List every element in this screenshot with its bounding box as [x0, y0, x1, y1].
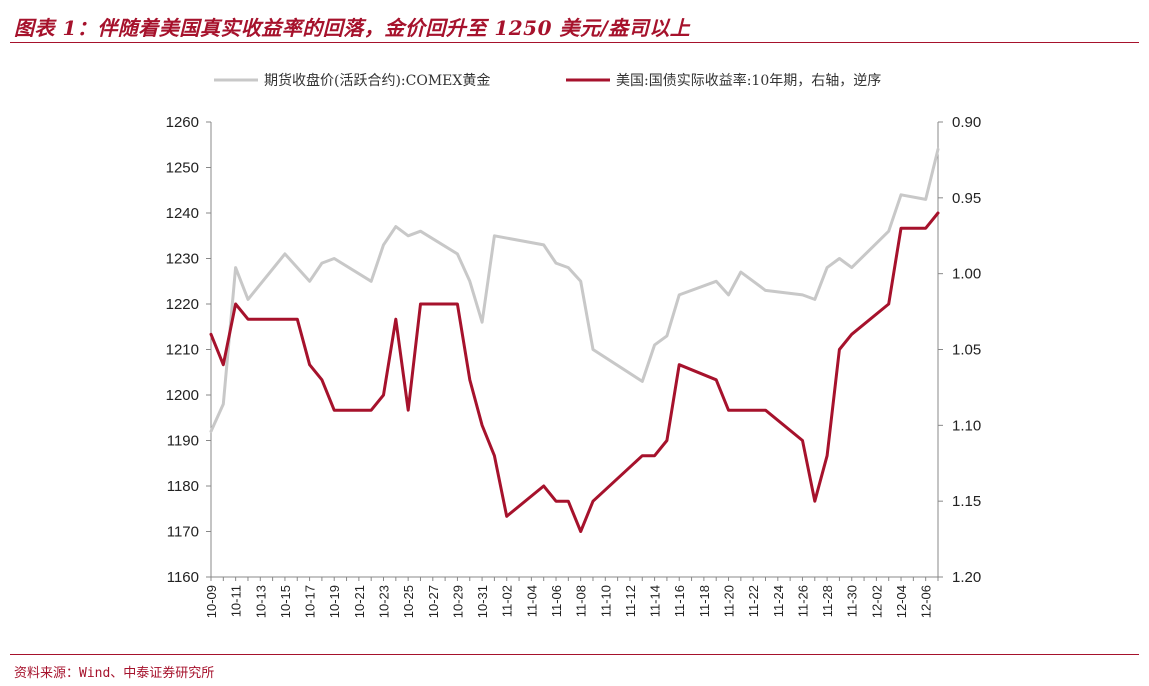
series-line-real-yield	[209, 211, 940, 533]
y-left-tick-label: 1200	[166, 387, 199, 404]
x-tick-label: 10-19	[327, 585, 342, 618]
source-divider	[10, 654, 1139, 655]
x-tick-label: 12-04	[894, 585, 909, 618]
x-tick-label: 10-11	[229, 585, 244, 617]
x-tick-label: 10-29	[450, 585, 465, 618]
y-right-tick-label: 0.95	[952, 190, 981, 207]
x-tick-label: 10-25	[401, 585, 416, 618]
x-tick-label: 10-21	[352, 585, 367, 618]
y-right-tick-label: 1.00	[952, 266, 981, 283]
x-tick-label: 11-28	[820, 585, 835, 617]
x-tick-label: 10-31	[475, 585, 490, 618]
x-tick-label: 11-30	[845, 585, 860, 617]
x-tick-label: 11-26	[795, 585, 810, 617]
x-tick-label: 11-24	[771, 585, 786, 617]
x-tick-label: 11-12	[623, 585, 638, 617]
y-right-tick-label: 1.10	[952, 417, 981, 434]
x-tick-label: 11-20	[722, 585, 737, 617]
y-left-tick-label: 1240	[166, 205, 199, 222]
y-left-tick-label: 1190	[167, 433, 199, 450]
x-tick-label: 10-15	[278, 585, 293, 618]
y-left-tick-label: 1230	[166, 251, 199, 268]
legend-label-gold: 期货收盘价(活跃合约):COMEX黄金	[264, 72, 490, 89]
y-right-tick-label: 0.90	[952, 114, 981, 131]
y-right-tick-label: 1.05	[952, 342, 981, 359]
legend: 期货收盘价(活跃合约):COMEX黄金 美国:国债实际收益率:10年期，右轴，逆…	[214, 72, 881, 89]
x-tick-label: 11-10	[598, 585, 613, 617]
series-lines	[209, 147, 940, 533]
x-tick-label: 11-08	[574, 585, 589, 617]
x-tick-label: 10-27	[426, 585, 441, 618]
x-tick-label: 11-04	[524, 585, 539, 617]
source-note: 资料来源：Wind、中泰证券研究所	[14, 666, 215, 681]
x-tick-label: 11-02	[500, 585, 515, 617]
y-left-tick-label: 1160	[167, 569, 199, 586]
y-right-tick-label: 1.15	[952, 493, 981, 510]
x-tick-label: 10-09	[204, 585, 219, 618]
x-tick-label: 11-22	[746, 585, 761, 617]
x-tick-label: 11-16	[672, 585, 687, 617]
chart-title: 图表 1：伴随着美国真实收益率的回落，金价回升至 1250 美元/盎司以上	[14, 16, 691, 40]
y-left-tick-label: 1180	[167, 478, 199, 495]
y-left-tick-label: 1220	[166, 296, 199, 313]
x-tick-label: 11-18	[697, 585, 712, 617]
y-left-tick-label: 1170	[167, 524, 199, 541]
title-divider	[10, 42, 1139, 43]
x-tick-label: 12-02	[869, 585, 884, 618]
chart-area: 期货收盘价(活跃合约):COMEX黄金 美国:国债实际收益率:10年期，右轴，逆…	[166, 72, 982, 618]
series-line-gold-price	[209, 147, 940, 433]
x-tick-label: 11-14	[648, 585, 663, 617]
x-tick-label: 11-06	[549, 585, 564, 617]
axes: 1160 1170 1180 1190 1200 1210 1220 1230 1240 1250…	[166, 114, 982, 618]
x-tick-label: 10-13	[253, 585, 268, 618]
y-left-tick-label: 1250	[166, 160, 199, 177]
y-left-tick-label: 1260	[166, 114, 199, 131]
x-tick-label: 10-23	[377, 585, 392, 618]
y-left-tick-label: 1210	[166, 342, 199, 359]
y-right-tick-label: 1.20	[952, 569, 981, 586]
legend-label-yield: 美国:国债实际收益率:10年期，右轴，逆序	[616, 72, 881, 89]
x-tick-label: 12-06	[919, 585, 934, 618]
x-tick-label: 10-17	[303, 585, 318, 618]
